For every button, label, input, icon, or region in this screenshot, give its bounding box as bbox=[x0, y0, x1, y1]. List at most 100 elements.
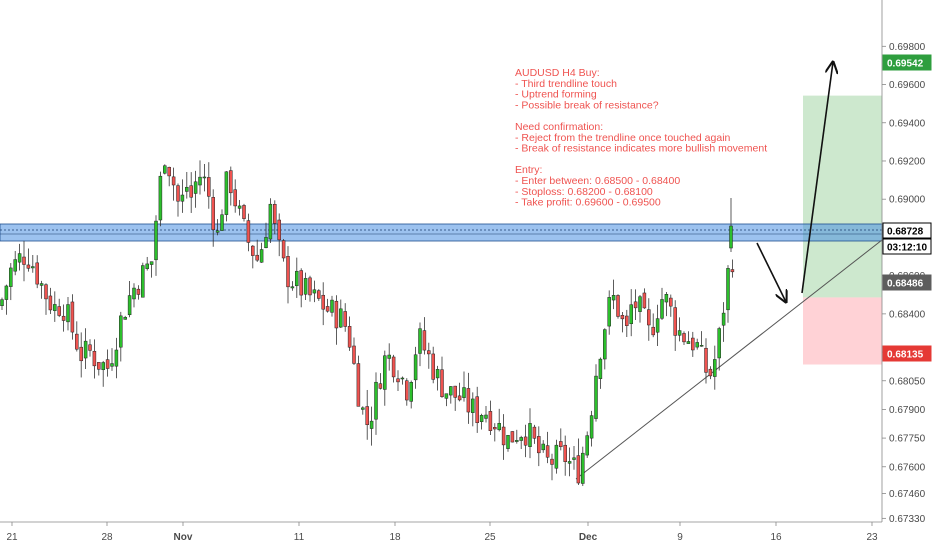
candle-body bbox=[233, 189, 237, 207]
candle-body bbox=[88, 344, 92, 351]
candle-body bbox=[673, 307, 677, 336]
candle-body bbox=[97, 362, 101, 370]
price-tag: 0.68486 bbox=[882, 274, 932, 291]
candle-body bbox=[303, 278, 308, 295]
candle bbox=[704, 338, 708, 384]
candle-body bbox=[295, 270, 299, 287]
candle-body bbox=[145, 263, 149, 269]
candle bbox=[352, 337, 356, 366]
candle bbox=[48, 287, 53, 314]
candle-body bbox=[729, 225, 733, 249]
candle-body bbox=[691, 337, 695, 351]
time-axis: 21 28 Nov 11 18 25 Dec 9 16 23 bbox=[0, 521, 882, 543]
candle-body bbox=[669, 297, 673, 307]
candle-body bbox=[462, 387, 466, 398]
candle bbox=[171, 167, 176, 201]
candle-body bbox=[713, 359, 717, 377]
candle-body bbox=[383, 355, 387, 390]
candle-body bbox=[123, 317, 127, 320]
candle-body bbox=[167, 166, 171, 177]
candle bbox=[717, 326, 721, 371]
candle bbox=[35, 255, 39, 289]
candle bbox=[207, 162, 211, 209]
candle-body bbox=[53, 304, 57, 311]
candle-body bbox=[251, 245, 255, 256]
candle-body bbox=[449, 386, 453, 396]
candle-body bbox=[0, 299, 4, 307]
candle bbox=[589, 410, 594, 447]
candle bbox=[673, 300, 677, 351]
candle bbox=[132, 283, 136, 308]
price-tick-label: 0.67460 bbox=[889, 489, 926, 500]
candle-body bbox=[242, 205, 246, 219]
candle-body bbox=[171, 176, 176, 186]
candle-body bbox=[510, 431, 515, 443]
candle bbox=[537, 426, 541, 467]
candle bbox=[88, 339, 92, 357]
candle-body bbox=[418, 328, 422, 354]
candle bbox=[31, 254, 35, 273]
candle-body bbox=[286, 256, 290, 288]
candle-body bbox=[127, 295, 132, 316]
candle bbox=[149, 261, 154, 278]
candle bbox=[638, 295, 642, 323]
candle-body bbox=[629, 304, 633, 325]
annotation-line: AUDUSD H4 Buy: bbox=[515, 67, 600, 79]
price-tick-label: 0.68050 bbox=[889, 376, 926, 387]
candle bbox=[497, 408, 501, 432]
up-arrow bbox=[801, 62, 833, 294]
candle bbox=[607, 290, 611, 335]
candle bbox=[427, 342, 431, 369]
candle bbox=[13, 250, 17, 276]
candle-body bbox=[66, 304, 70, 323]
annotation-line: Entry: bbox=[515, 164, 542, 176]
candle-body bbox=[559, 441, 563, 448]
price-tag-box bbox=[882, 238, 932, 255]
price-tick-label: 0.68400 bbox=[889, 309, 926, 320]
candle bbox=[193, 170, 198, 208]
candle-body bbox=[361, 407, 365, 410]
candle-body bbox=[444, 393, 449, 399]
candle bbox=[334, 295, 339, 345]
candle-body bbox=[114, 349, 119, 367]
candle bbox=[127, 281, 132, 318]
candle-body bbox=[35, 262, 39, 285]
candle-body bbox=[207, 177, 211, 197]
price-tag-text: 0.68135 bbox=[887, 350, 924, 361]
candle bbox=[303, 272, 308, 301]
candle-body bbox=[299, 270, 303, 296]
candle-body bbox=[651, 326, 655, 336]
candles-layer bbox=[0, 160, 735, 487]
down-arrow bbox=[756, 242, 786, 302]
candle bbox=[39, 280, 44, 299]
candle bbox=[17, 243, 22, 271]
candle bbox=[198, 160, 202, 195]
candle-body bbox=[598, 358, 603, 379]
candle-body bbox=[479, 415, 484, 423]
candle-body bbox=[374, 381, 378, 420]
candle-body bbox=[17, 253, 22, 263]
candle-body bbox=[281, 240, 286, 259]
candle-body bbox=[563, 444, 567, 462]
candle bbox=[519, 435, 523, 450]
price-tick-label: 0.67600 bbox=[889, 462, 926, 473]
candle bbox=[620, 311, 625, 333]
candle bbox=[268, 198, 273, 244]
candle bbox=[325, 298, 330, 313]
candle bbox=[286, 246, 290, 304]
candle bbox=[141, 262, 145, 298]
candle bbox=[431, 346, 435, 384]
candle-body bbox=[70, 301, 75, 333]
candle bbox=[730, 259, 735, 278]
candle-body bbox=[537, 436, 541, 454]
candle bbox=[369, 406, 374, 446]
candle-body bbox=[334, 300, 339, 329]
candle-body bbox=[189, 185, 193, 198]
candle-body bbox=[515, 440, 519, 442]
candle bbox=[633, 289, 638, 320]
candle-body bbox=[198, 176, 202, 186]
candle bbox=[251, 245, 255, 269]
candle bbox=[594, 364, 598, 422]
price-tag-box bbox=[882, 345, 932, 362]
